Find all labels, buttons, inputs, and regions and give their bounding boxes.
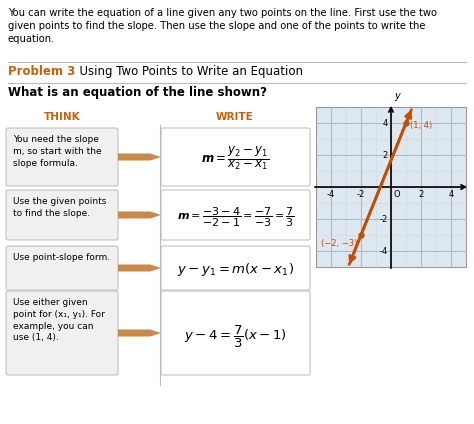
Text: What is an equation of the line shown?: What is an equation of the line shown? xyxy=(8,86,267,99)
Text: Use point-slope form.: Use point-slope form. xyxy=(13,253,110,262)
FancyBboxPatch shape xyxy=(6,128,118,186)
FancyBboxPatch shape xyxy=(6,291,118,375)
Text: Use the given points
to find the slope.: Use the given points to find the slope. xyxy=(13,197,106,218)
Text: You need the slope
m, so start with the
slope formula.: You need the slope m, so start with the … xyxy=(13,135,101,167)
Polygon shape xyxy=(118,265,161,271)
Text: 4: 4 xyxy=(448,190,454,199)
Text: -4: -4 xyxy=(380,246,388,256)
Text: equation.: equation. xyxy=(8,34,55,44)
Text: THINK: THINK xyxy=(44,112,80,122)
Text: y: y xyxy=(394,91,400,101)
Text: O: O xyxy=(394,190,401,199)
Text: -2: -2 xyxy=(380,215,388,223)
Text: Problem 3: Problem 3 xyxy=(8,65,75,78)
FancyBboxPatch shape xyxy=(6,246,118,290)
FancyBboxPatch shape xyxy=(161,190,310,240)
Text: -4: -4 xyxy=(327,190,335,199)
Text: -2: -2 xyxy=(357,190,365,199)
Text: (−2, −3): (−2, −3) xyxy=(320,239,357,248)
Polygon shape xyxy=(118,153,161,161)
Text: $\boldsymbol{m} = \dfrac{y_2 - y_1}{x_2 - x_1}$: $\boldsymbol{m} = \dfrac{y_2 - y_1}{x_2 … xyxy=(201,145,270,173)
Text: $\boldsymbol{m} = \dfrac{-3-4}{-2-1} = \dfrac{-7}{-3} = \dfrac{7}{3}$: $\boldsymbol{m} = \dfrac{-3-4}{-2-1} = \… xyxy=(176,205,294,229)
Text: 2: 2 xyxy=(383,151,388,159)
Text: given points to find the slope. Then use the slope and one of the points to writ: given points to find the slope. Then use… xyxy=(8,21,426,31)
FancyBboxPatch shape xyxy=(6,190,118,240)
Text: Using Two Points to Write an Equation: Using Two Points to Write an Equation xyxy=(72,65,303,78)
Text: Use either given
point for (x₁, y₁). For
example, you can
use (1, 4).: Use either given point for (x₁, y₁). For… xyxy=(13,298,105,343)
Polygon shape xyxy=(118,212,161,218)
Polygon shape xyxy=(118,329,161,337)
Text: $y - y_1 = m(x - x_1)$: $y - y_1 = m(x - x_1)$ xyxy=(177,262,294,279)
FancyBboxPatch shape xyxy=(161,291,310,375)
FancyBboxPatch shape xyxy=(161,246,310,290)
Text: WRITE: WRITE xyxy=(216,112,254,122)
FancyBboxPatch shape xyxy=(316,107,466,267)
Text: You can write the equation of a line given any two points on the line. First use: You can write the equation of a line giv… xyxy=(8,8,437,18)
Text: 2: 2 xyxy=(419,190,424,199)
FancyBboxPatch shape xyxy=(161,128,310,186)
Text: 4: 4 xyxy=(383,118,388,128)
Text: (1, 4): (1, 4) xyxy=(410,121,432,130)
Text: $y - 4 = \dfrac{7}{3}(x - 1)$: $y - 4 = \dfrac{7}{3}(x - 1)$ xyxy=(184,324,287,350)
